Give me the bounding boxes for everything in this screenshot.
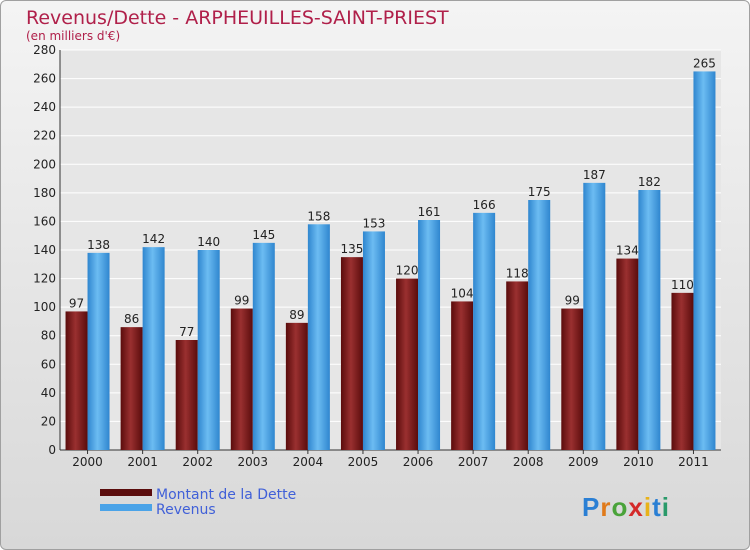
y-tick-label: 40 <box>41 386 56 400</box>
bar-debt <box>506 281 529 450</box>
data-label-debt: 104 <box>451 286 474 300</box>
x-tick-label: 2002 <box>182 455 213 469</box>
bar-revenus <box>197 250 220 450</box>
bar-revenus <box>638 190 661 450</box>
data-label-revenus: 138 <box>87 238 110 252</box>
data-label-revenus: 187 <box>583 168 606 182</box>
bar-revenus <box>307 224 330 450</box>
data-label-debt: 99 <box>565 294 580 308</box>
x-tick-label: 2007 <box>458 455 489 469</box>
chart-title: Revenus/Dette - ARPHEUILLES-SAINT-PRIEST <box>26 7 449 29</box>
bar-debt <box>396 278 419 450</box>
bar-debt <box>340 257 363 450</box>
data-label-debt: 118 <box>506 266 529 280</box>
legend-label-revenus: Revenus <box>156 502 216 518</box>
data-label-debt: 120 <box>396 264 419 278</box>
y-tick-label: 20 <box>41 414 56 428</box>
y-tick-label: 80 <box>41 329 56 343</box>
y-tick-label: 280 <box>33 43 56 57</box>
bar-debt <box>451 301 474 450</box>
data-label-debt: 135 <box>341 242 364 256</box>
data-label-revenus: 140 <box>197 235 220 249</box>
data-label-revenus: 153 <box>363 216 386 230</box>
bar-revenus <box>252 242 275 450</box>
data-label-revenus: 161 <box>418 205 441 219</box>
x-tick-label: 2011 <box>678 455 709 469</box>
logo-text: Proxiti <box>582 492 670 522</box>
y-tick-label: 100 <box>33 300 56 314</box>
y-tick-label: 240 <box>33 100 56 114</box>
y-tick-label: 60 <box>41 357 56 371</box>
y-tick-label: 260 <box>33 72 56 86</box>
legend-label-debt: Montant de la Dette <box>156 487 296 503</box>
x-tick-label: 2003 <box>238 455 269 469</box>
bar-revenus <box>693 71 716 450</box>
data-label-debt: 134 <box>616 244 639 258</box>
bar-revenus <box>583 182 606 450</box>
data-label-revenus: 158 <box>307 209 330 223</box>
legend-swatch-revenus <box>100 504 152 511</box>
bar-revenus <box>362 231 385 450</box>
bar-revenus <box>473 212 496 450</box>
legend: Montant de la Dette Revenus <box>100 487 296 518</box>
x-tick-label: 2008 <box>513 455 544 469</box>
y-tick-label: 160 <box>33 214 56 228</box>
y-tick-label: 200 <box>33 157 56 171</box>
data-label-revenus: 145 <box>252 228 275 242</box>
data-label-debt: 97 <box>69 296 84 310</box>
x-tick-label: 2005 <box>348 455 379 469</box>
bar-debt <box>671 292 694 450</box>
bar-debt <box>616 258 639 450</box>
bar-debt <box>120 327 143 450</box>
bar-debt <box>65 311 88 450</box>
y-tick-label: 0 <box>48 443 56 457</box>
data-label-revenus: 166 <box>473 198 496 212</box>
data-label-debt: 89 <box>289 308 304 322</box>
y-tick-label: 220 <box>33 129 56 143</box>
y-tick-label: 140 <box>33 243 56 257</box>
data-label-revenus: 142 <box>142 232 165 246</box>
data-label-debt: 86 <box>124 312 139 326</box>
x-tick-label: 2001 <box>127 455 158 469</box>
x-tick-label: 2000 <box>72 455 103 469</box>
bar-revenus <box>142 247 165 450</box>
x-tick-label: 2010 <box>623 455 654 469</box>
bar-debt <box>561 308 584 450</box>
x-tick-label: 2009 <box>568 455 599 469</box>
legend-swatch-debt <box>100 489 152 496</box>
data-label-revenus: 265 <box>693 56 716 70</box>
plot-area: 0 20 40 60 80 100 120 140 160 180 200 220 240 260 280 9… <box>33 43 721 469</box>
y-tick-label: 120 <box>33 272 56 286</box>
data-label-revenus: 175 <box>528 185 551 199</box>
bar-debt <box>175 340 198 450</box>
x-tick-label: 2006 <box>403 455 434 469</box>
bar-debt <box>230 308 253 450</box>
data-label-debt: 110 <box>671 278 694 292</box>
y-tick-label: 180 <box>33 186 56 200</box>
chart-subtitle: (en milliers d'€) <box>26 29 120 43</box>
bar-revenus <box>87 252 110 450</box>
data-label-revenus: 182 <box>638 175 661 189</box>
bar-revenus <box>418 220 441 450</box>
bar-revenus <box>528 200 551 450</box>
proxiti-logo: Proxiti <box>582 492 670 522</box>
bar-debt <box>285 322 308 450</box>
data-label-debt: 77 <box>179 325 194 339</box>
data-label-debt: 99 <box>234 294 249 308</box>
x-tick-label: 2004 <box>293 455 324 469</box>
